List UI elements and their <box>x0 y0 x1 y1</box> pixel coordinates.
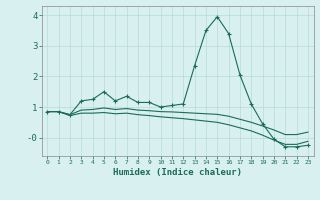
X-axis label: Humidex (Indice chaleur): Humidex (Indice chaleur) <box>113 168 242 177</box>
